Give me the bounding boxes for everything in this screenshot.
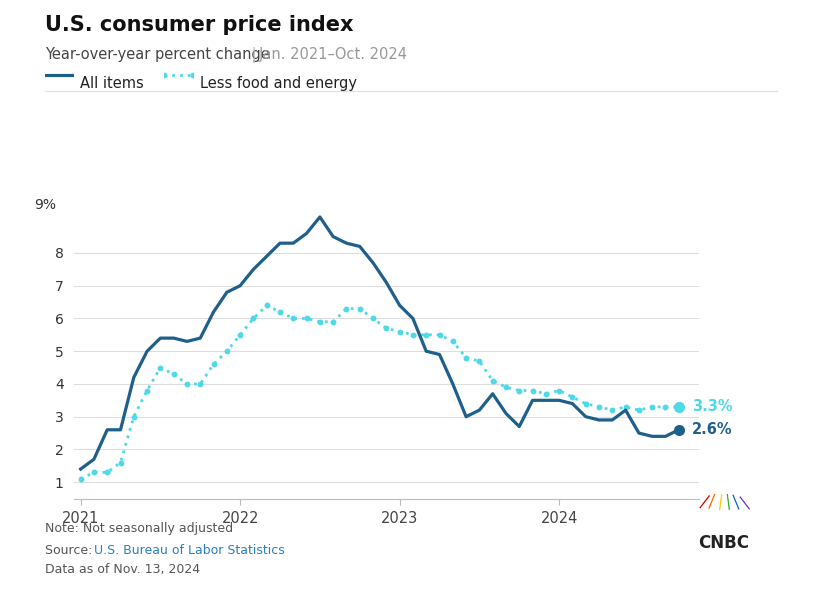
Text: Jan. 2021–Oct. 2024: Jan. 2021–Oct. 2024 — [259, 47, 408, 62]
Text: CNBC: CNBC — [698, 534, 749, 552]
Text: |: | — [716, 494, 723, 510]
Text: Less food and energy: Less food and energy — [200, 76, 357, 90]
Text: |: | — [724, 494, 731, 510]
Text: Data as of Nov. 13, 2024: Data as of Nov. 13, 2024 — [45, 563, 201, 576]
Text: 2.6%: 2.6% — [692, 422, 732, 437]
Text: |: | — [247, 47, 261, 63]
Text: |: | — [696, 494, 709, 510]
Text: |: | — [730, 494, 741, 510]
Text: U.S. consumer price index: U.S. consumer price index — [45, 15, 353, 35]
Text: All items: All items — [80, 76, 144, 90]
Text: Year-over-year percent change: Year-over-year percent change — [45, 47, 270, 62]
Text: Note: Not seasonally adjusted: Note: Not seasonally adjusted — [45, 522, 233, 535]
Text: |: | — [705, 494, 717, 510]
Text: 9%: 9% — [34, 198, 56, 212]
Text: |: | — [737, 494, 750, 510]
Text: U.S. Bureau of Labor Statistics: U.S. Bureau of Labor Statistics — [94, 544, 284, 557]
Text: Source:: Source: — [45, 544, 97, 557]
Text: 3.3%: 3.3% — [692, 399, 732, 414]
